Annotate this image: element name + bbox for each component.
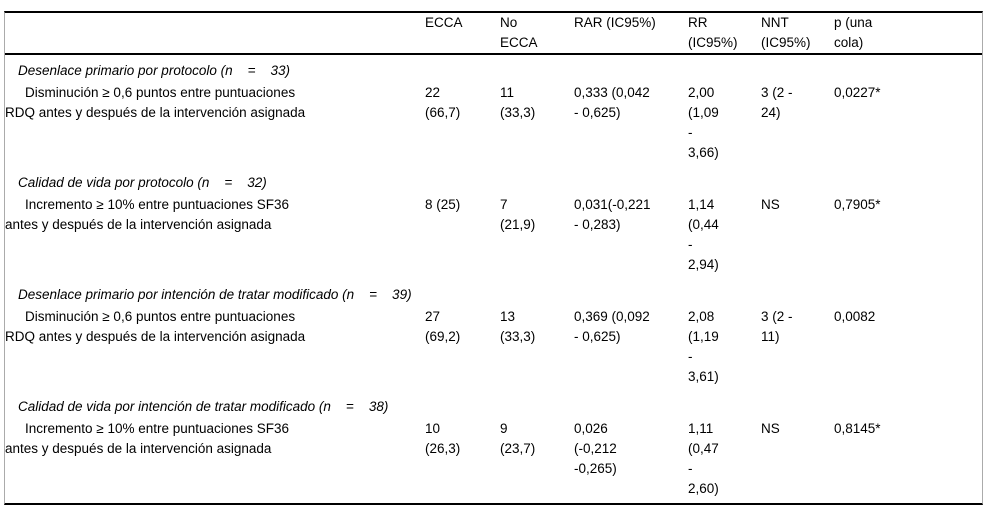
cell-rar: 0,031(-0,221 - 0,283) [574,197,651,232]
col-header-rr: RR (IC95%) [688,13,761,55]
col-header-empty [5,13,425,55]
table-row-desenlace-itm: Disminución ≥ 0,6 puntos entre puntuacio… [5,305,982,391]
cell-ecca: 27 (69,2) [425,309,461,344]
section-header-calidad-itm: Calidad de vida por intención de tratar … [5,391,982,417]
cell-nnt: NS [761,197,780,212]
row-label: Incremento ≥ 10% entre puntuaciones SF36… [5,421,290,456]
cell-p: 0,8145* [834,421,881,436]
row-label: Disminución ≥ 0,6 puntos entre puntuacio… [5,309,306,344]
cell-p: 0,0227* [834,85,881,100]
section-header-desenlace-protocolo: Desenlace primario por protocolo (n = 33… [5,54,982,81]
cell-ecca: 10 (26,3) [425,421,461,456]
row-label: Incremento ≥ 10% entre puntuaciones SF36… [5,197,290,232]
section-header-label: Calidad de vida por protocolo (n = 32) [18,175,267,190]
section-header-desenlace-itm: Desenlace primario por intención de trat… [5,279,982,305]
cell-nnt: 3 (2 - 11) [761,309,793,344]
cell-rr: 2,00 (1,09 - 3,66) [688,85,719,160]
cell-rar: 0,369 (0,092 - 0,625) [574,309,650,344]
cell-rar: 0,026 (-0,212 -0,265) [574,421,617,476]
cell-rr: 2,08 (1,19 - 3,61) [688,309,719,384]
section-header-label: Desenlace primario por protocolo (n = 33… [18,63,291,78]
cell-rar: 0,333 (0,042 - 0,625) [574,85,650,120]
section-header-calidad-protocolo: Calidad de vida por protocolo (n = 32) [5,167,982,193]
section-header-label: Desenlace primario por intención de trat… [18,287,412,302]
cell-p: 0,0082 [834,309,876,324]
results-table: ECCA No ECCA RAR (IC95%) RR (IC95%) NNT … [5,13,982,503]
cell-rr: 1,14 (0,44 - 2,94) [688,197,719,272]
cell-no-ecca: 7 (21,9) [500,197,536,232]
col-header-no-ecca: No ECCA [500,13,574,55]
table-row-desenlace-protocolo: Disminución ≥ 0,6 puntos entre puntuacio… [5,81,982,167]
cell-p: 0,7905* [834,197,881,212]
cell-no-ecca: 13 (33,3) [500,309,536,344]
cell-ecca: 22 (66,7) [425,85,461,120]
table-row-calidad-protocolo: Incremento ≥ 10% entre puntuaciones SF36… [5,193,982,279]
cell-no-ecca: 11 (33,3) [500,85,536,120]
cell-ecca: 8 (25) [425,197,461,212]
row-label: Disminución ≥ 0,6 puntos entre puntuacio… [5,85,306,120]
cell-nnt: NS [761,421,780,436]
col-header-ecca: ECCA [425,13,500,55]
col-header-p: p (una cola) [834,13,982,55]
col-header-nnt: NNT (IC95%) [761,13,834,55]
section-header-label: Calidad de vida por intención de tratar … [18,399,389,414]
results-table-container: ECCA No ECCA RAR (IC95%) RR (IC95%) NNT … [4,11,983,505]
table-header-row: ECCA No ECCA RAR (IC95%) RR (IC95%) NNT … [5,13,982,55]
cell-rr: 1,11 (0,47 - 2,60) [688,421,719,496]
cell-no-ecca: 9 (23,7) [500,421,536,456]
col-header-rar: RAR (IC95%) [574,13,688,55]
table-row-calidad-itm: Incremento ≥ 10% entre puntuaciones SF36… [5,417,982,503]
cell-nnt: 3 (2 - 24) [761,85,793,120]
